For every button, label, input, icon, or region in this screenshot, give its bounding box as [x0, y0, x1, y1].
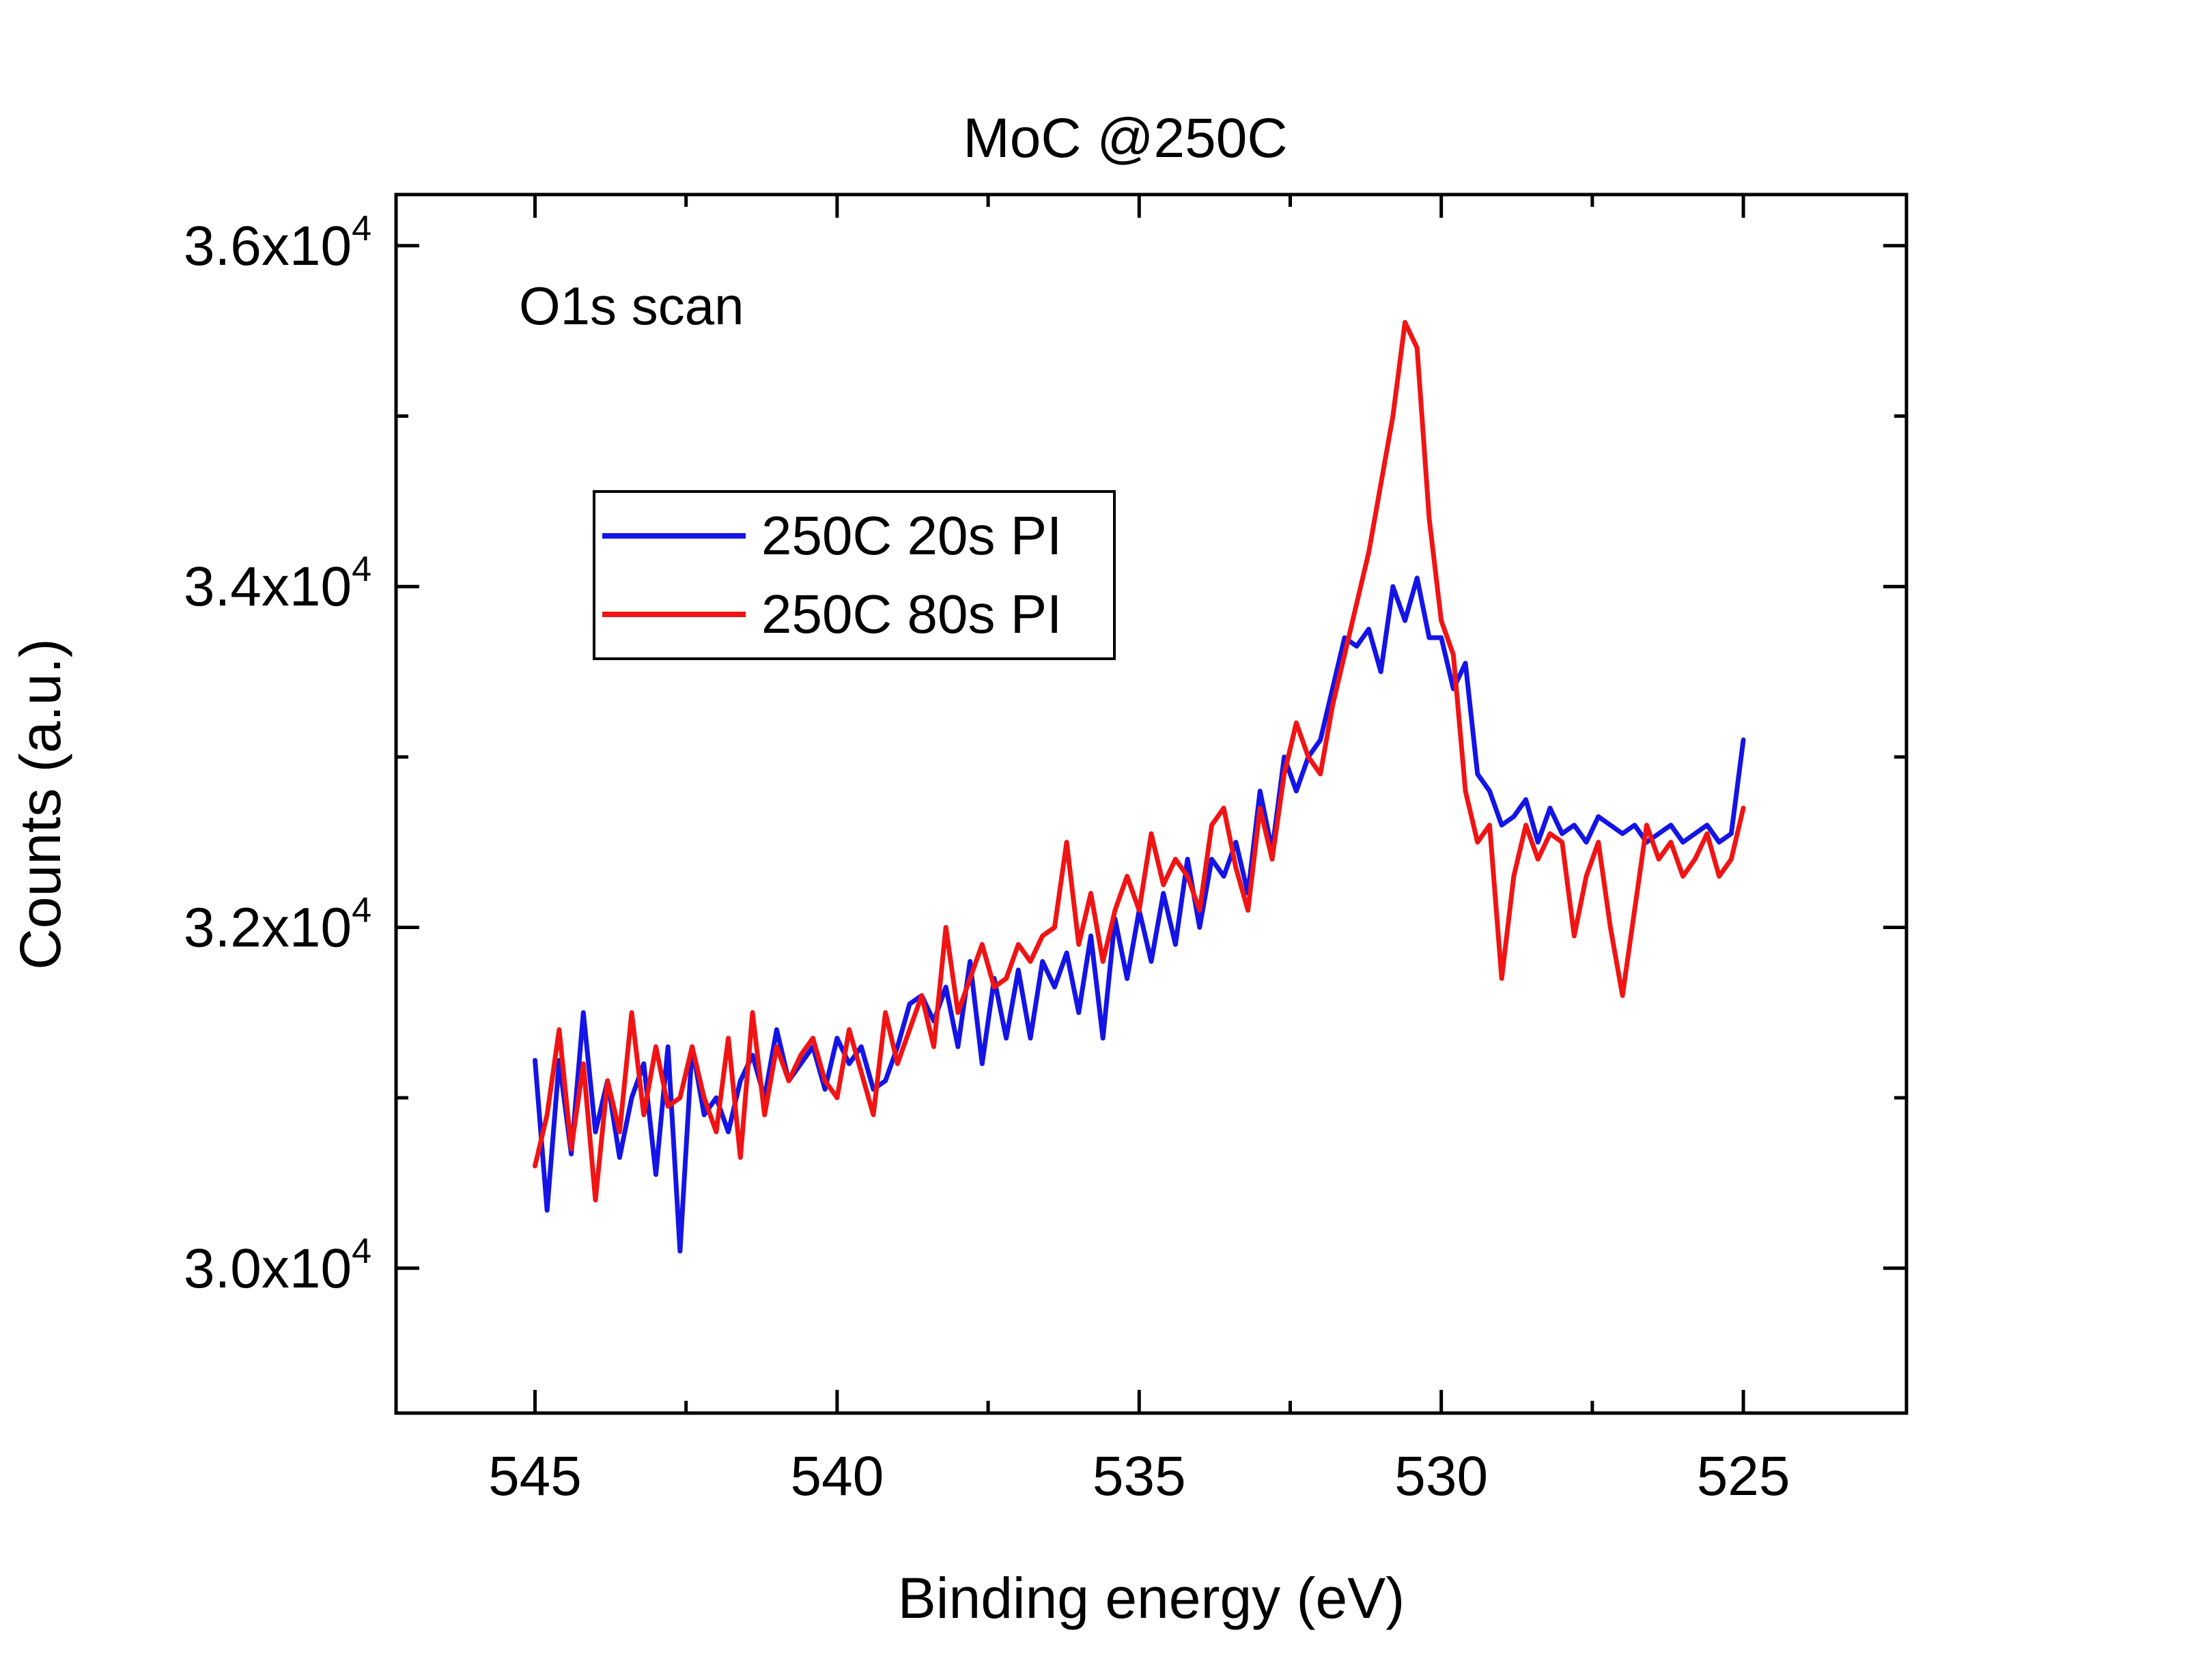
- series-line-1: [533, 319, 1746, 1203]
- y-axis-label: Counts (a.u.): [8, 638, 72, 970]
- y-tick-label: 3.4x104: [184, 550, 371, 618]
- y-tick-label: 3.2x104: [184, 890, 371, 958]
- x-tick-label: 535: [1093, 1445, 1186, 1507]
- x-tick-label: 545: [488, 1445, 582, 1507]
- legend-label-250c-80s-pi: 250C 80s PI: [761, 584, 1062, 644]
- chart-title: MoC @250C: [963, 107, 1287, 169]
- y-tick-label: 3.0x104: [184, 1231, 371, 1300]
- tick-layer: 545 540 535 530 525 3.0x104 3.2x104 3.4x104 3.6x…: [184, 195, 1906, 1507]
- series-layer: [533, 319, 1746, 1254]
- legend: 250C 20s PI 250C 80s PI: [593, 490, 1116, 660]
- x-tick-label: 530: [1394, 1445, 1488, 1507]
- x-tick-label: 525: [1697, 1445, 1790, 1507]
- legend-box: [593, 490, 1116, 660]
- x-axis-label: Binding energy (eV): [898, 1566, 1405, 1630]
- plot-frame: [394, 193, 1909, 1415]
- legend-label-250c-20s-pi: 250C 20s PI: [761, 505, 1062, 566]
- annotation-o1s-scan: O1s scan: [519, 276, 744, 336]
- x-tick-label: 540: [790, 1445, 884, 1507]
- y-tick-label: 3.6x104: [184, 209, 371, 277]
